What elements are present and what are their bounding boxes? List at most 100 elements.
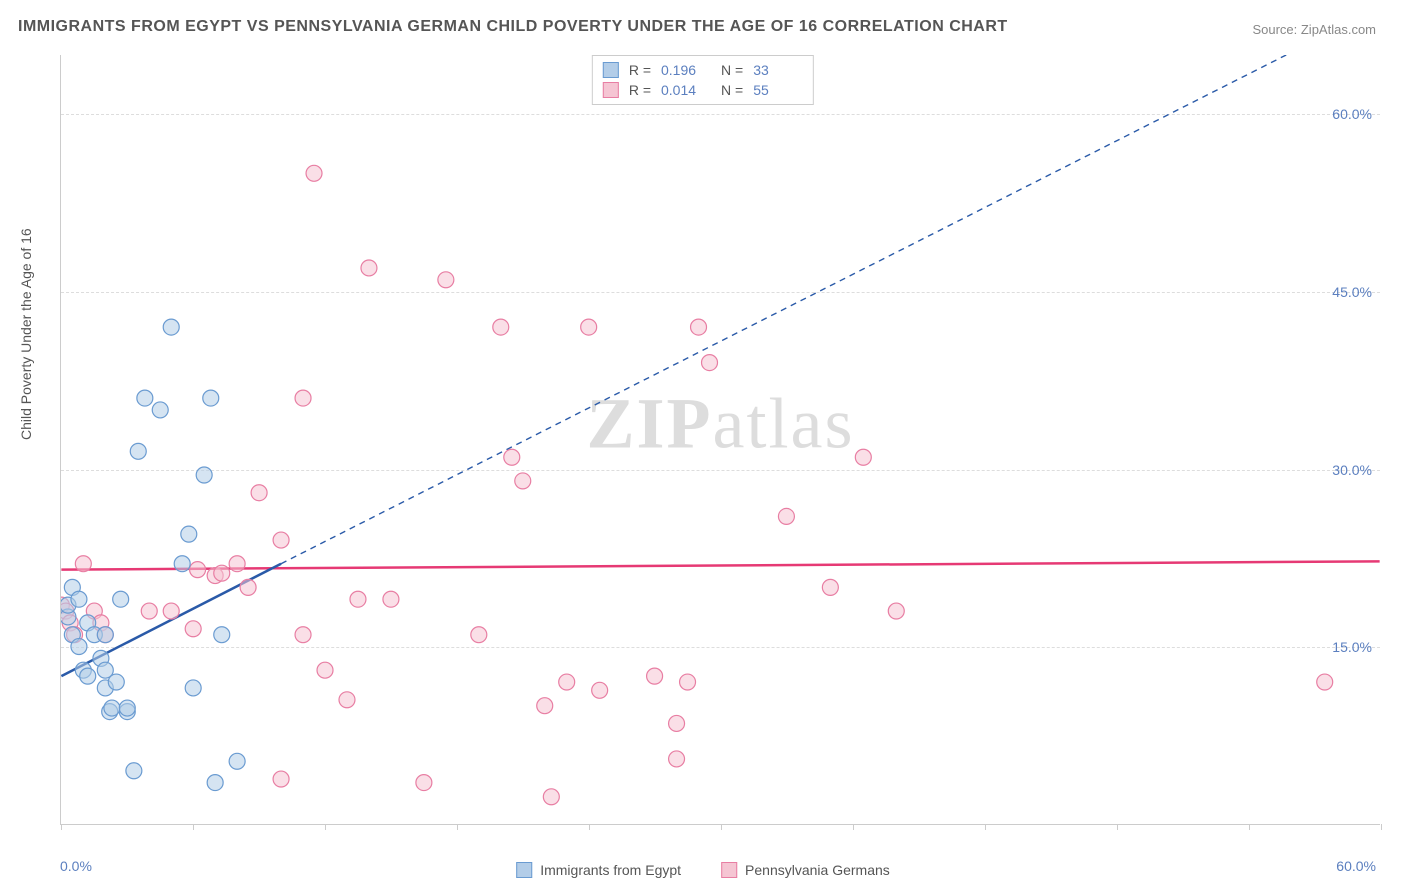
scatter-point [174,556,190,572]
scatter-point [71,591,87,607]
scatter-point [214,627,230,643]
x-tick [853,824,854,830]
x-tick [1117,824,1118,830]
scatter-point [185,680,201,696]
scatter-point [350,591,366,607]
y-axis-title: Child Poverty Under the Age of 16 [18,228,34,440]
scatter-point [130,443,146,459]
scatter-point [80,668,96,684]
scatter-point [515,473,531,489]
n-label: N = [721,62,743,78]
x-tick [721,824,722,830]
scatter-point [214,565,230,581]
x-tick [589,824,590,830]
series-legend: Immigrants from Egypt Pennsylvania Germa… [516,862,890,878]
scatter-point [97,627,113,643]
scatter-point [113,591,129,607]
scatter-point [647,668,663,684]
scatter-point [543,789,559,805]
scatter-point [438,272,454,288]
scatter-point [207,775,223,791]
legend-swatch-series-1 [603,82,619,98]
scatter-point [778,508,794,524]
scatter-point [888,603,904,619]
scatter-point [119,700,135,716]
r-label: R = [629,82,651,98]
scatter-point [185,621,201,637]
x-tick [193,824,194,830]
legend-label-0: Immigrants from Egypt [540,862,681,878]
scatter-point [669,751,685,767]
scatter-point [229,753,245,769]
scatter-point [702,355,718,371]
scatter-point [822,579,838,595]
scatter-point [126,763,142,779]
scatter-point [71,639,87,655]
x-tick [61,824,62,830]
scatter-point [855,449,871,465]
legend-row-series-1: R = 0.014 N = 55 [603,80,803,100]
scatter-point [240,579,256,595]
scatter-point [361,260,377,276]
scatter-point [273,771,289,787]
correlation-legend: R = 0.196 N = 33 R = 0.014 N = 55 [592,55,814,105]
legend-swatch-bottom-1 [721,862,737,878]
scatter-point [190,562,206,578]
scatter-point [163,603,179,619]
trend-line-blue-dash [281,55,1380,564]
scatter-point [669,715,685,731]
source-label: Source: ZipAtlas.com [1252,22,1376,37]
scatter-point [75,556,91,572]
scatter-point [196,467,212,483]
scatter-point [493,319,509,335]
legend-item-1: Pennsylvania Germans [721,862,890,878]
scatter-point [680,674,696,690]
x-axis-min-label: 0.0% [60,858,92,874]
legend-swatch-series-0 [603,62,619,78]
r-label: R = [629,62,651,78]
scatter-point [416,775,432,791]
scatter-point [537,698,553,714]
x-tick [1249,824,1250,830]
n-value-0: 33 [753,62,803,78]
scatter-point [317,662,333,678]
scatter-point [1317,674,1333,690]
legend-item-0: Immigrants from Egypt [516,862,681,878]
scatter-point [229,556,245,572]
scatter-point [306,165,322,181]
legend-row-series-0: R = 0.196 N = 33 [603,60,803,80]
scatter-point [137,390,153,406]
scatter-point [339,692,355,708]
scatter-point [592,682,608,698]
x-tick [985,824,986,830]
x-tick [1381,824,1382,830]
scatter-point [383,591,399,607]
scatter-point [273,532,289,548]
scatter-point [141,603,157,619]
scatter-point [104,700,120,716]
n-value-1: 55 [753,82,803,98]
scatter-point [581,319,597,335]
scatter-svg [61,55,1380,824]
scatter-point [295,390,311,406]
scatter-point [152,402,168,418]
scatter-point [295,627,311,643]
scatter-point [181,526,197,542]
x-tick [457,824,458,830]
r-value-1: 0.014 [661,82,711,98]
x-axis-max-label: 60.0% [1336,858,1376,874]
chart-title: IMMIGRANTS FROM EGYPT VS PENNSYLVANIA GE… [18,18,1008,36]
plot-area: ZIPatlas 15.0%30.0%45.0%60.0% [60,55,1380,825]
chart-container: IMMIGRANTS FROM EGYPT VS PENNSYLVANIA GE… [0,0,1406,892]
legend-label-1: Pennsylvania Germans [745,862,890,878]
n-label: N = [721,82,743,98]
scatter-point [691,319,707,335]
scatter-point [251,485,267,501]
scatter-point [504,449,520,465]
scatter-point [559,674,575,690]
scatter-point [108,674,124,690]
scatter-point [471,627,487,643]
trend-line-pink [61,561,1379,569]
scatter-point [203,390,219,406]
x-tick [325,824,326,830]
